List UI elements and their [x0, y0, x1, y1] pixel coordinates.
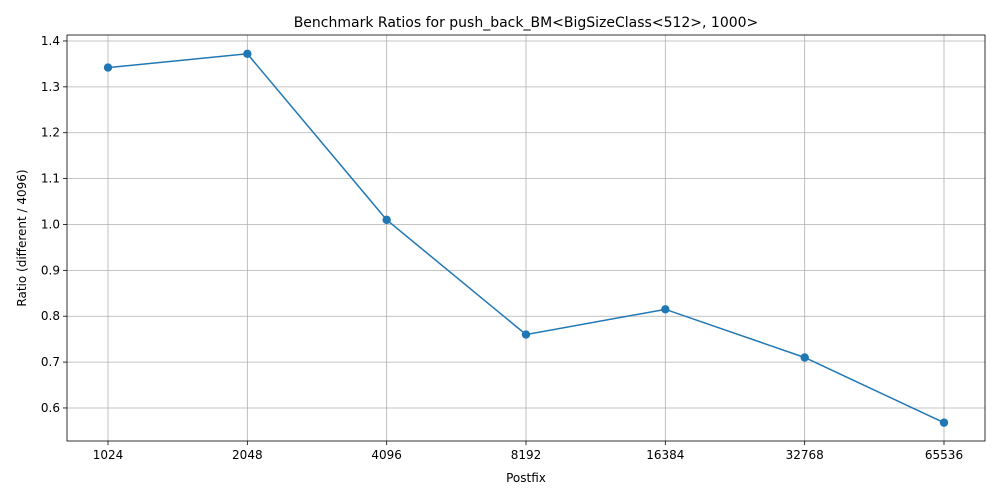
y-axis-label: Ratio (different / 4096): [15, 169, 29, 306]
grid-lines: [67, 35, 985, 441]
data-point: [800, 353, 809, 362]
data-point: [382, 215, 391, 225]
data-point: [103, 63, 113, 72]
x-tick-label: 4096: [371, 448, 402, 462]
y-tick-label: 0.6: [41, 401, 60, 415]
y-tick-label: 0.7: [41, 355, 60, 369]
y-tick-label: 1.2: [41, 126, 60, 140]
data-point: [521, 330, 531, 339]
y-tick-label: 0.9: [41, 263, 60, 277]
y-tick-label: 0.8: [41, 309, 60, 323]
chart-title: Benchmark Ratios for push_back_BM<BigSiz…: [294, 15, 759, 31]
x-axis-label: Postfix: [506, 471, 546, 485]
x-tick-label: 65536: [925, 448, 963, 462]
y-tick-label: 1.3: [41, 80, 60, 94]
y-tick-label: 1.0: [41, 217, 60, 231]
series: [103, 49, 949, 427]
x-tick-label: 32768: [786, 448, 824, 462]
data-point: [939, 418, 949, 427]
x-tick-label: 16384: [646, 448, 684, 462]
x-tick-label: 8192: [511, 448, 542, 462]
data-point: [243, 49, 252, 59]
ticks: 1024 2048 4096 8192 16384 32768 65536 0.6 0.7 0.8…: [41, 34, 963, 462]
x-tick-label: 1024: [93, 448, 124, 462]
y-tick-label: 1.1: [41, 172, 60, 186]
y-tick-label: 1.4: [41, 34, 60, 48]
data-point: [661, 305, 670, 314]
x-tick-label: 2048: [232, 448, 263, 462]
